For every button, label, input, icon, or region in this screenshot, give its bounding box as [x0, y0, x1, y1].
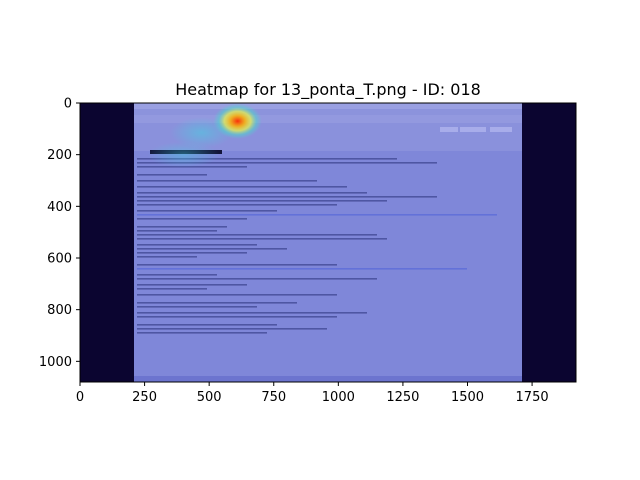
plot-area: [80, 103, 576, 382]
heat-hotspot: [147, 141, 220, 168]
heat-hotspot: [170, 117, 233, 149]
x-tick-label: 0: [76, 390, 84, 405]
x-tick-label: 250: [132, 390, 157, 405]
chart-title: Heatmap for 13_ponta_T.png - ID: 018: [175, 80, 481, 100]
y-tick-label: 400: [47, 200, 72, 215]
x-tick-label: 1750: [516, 390, 549, 405]
text-line: [137, 204, 337, 206]
text-line: [137, 226, 227, 228]
x-tick-label: 1000: [322, 390, 355, 405]
text-line: [137, 288, 207, 290]
x-tick-label: 500: [197, 390, 222, 405]
text-line: [137, 174, 207, 176]
text-line: [137, 332, 267, 334]
email-body-text-lines: [137, 158, 497, 334]
x-tick-label: 750: [261, 390, 286, 405]
text-line: [137, 278, 377, 280]
text-line: [137, 284, 247, 286]
y-tick-label: 600: [47, 252, 72, 267]
heat-overlay: [147, 103, 262, 168]
text-line: [137, 324, 277, 326]
text-line: [137, 244, 257, 246]
text-line: [137, 274, 217, 276]
text-line: [137, 210, 277, 212]
text-line: [137, 248, 287, 250]
text-line: [137, 238, 387, 240]
text-line: [137, 162, 437, 164]
text-line: [137, 196, 437, 198]
text-line: [137, 200, 387, 202]
text-line: [137, 234, 377, 236]
text-line: [137, 294, 337, 296]
text-line: [137, 316, 337, 318]
text-line: [137, 306, 257, 308]
y-tick-label: 200: [47, 148, 72, 163]
x-tick-label: 1500: [451, 390, 484, 405]
y-tick-label: 800: [47, 303, 72, 318]
text-line: [137, 256, 197, 258]
y-axis: 0 200 400 600 800 1000: [39, 97, 80, 370]
text-line: [137, 302, 297, 304]
text-line: [137, 218, 247, 220]
text-line: [137, 264, 337, 266]
axes-frame: [79, 102, 577, 383]
y-tick-label: 0: [64, 97, 72, 112]
text-line: [137, 158, 397, 160]
text-line: [137, 186, 347, 188]
text-line: [137, 328, 327, 330]
y-tick-label: 1000: [39, 355, 72, 370]
text-line: [137, 230, 217, 232]
text-line: [137, 214, 497, 216]
x-axis: 0 250 500 750 1000 1250 1500 1750: [76, 382, 549, 405]
text-line: [137, 252, 247, 254]
text-line: [137, 192, 367, 194]
text-line: [137, 312, 367, 314]
text-line: [137, 180, 317, 182]
x-tick-label: 1250: [386, 390, 419, 405]
text-line: [137, 268, 467, 270]
